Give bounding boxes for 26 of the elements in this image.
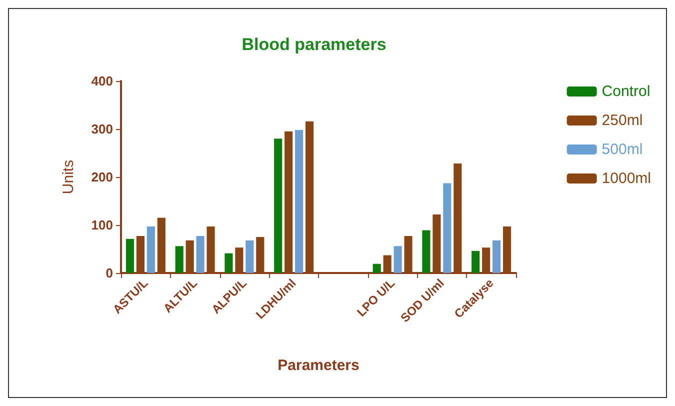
bar [422,230,430,273]
bar [224,253,233,273]
bar [196,236,204,273]
legend-label: 250ml [602,112,643,129]
y-axis-title: Units [60,160,77,194]
bar [472,250,480,273]
bar [492,240,501,273]
y-tick-label: 400 [91,74,113,88]
bar [274,138,282,273]
legend-label: 500ml [602,141,643,158]
bar [372,264,381,273]
bar [175,246,184,273]
bar [126,238,134,273]
y-tick-label: 200 [91,170,113,184]
legend-label: Control [602,83,650,100]
bar [443,183,452,273]
x-axis-title: Parameters [278,357,360,374]
legend-label: 1000ml [602,170,652,187]
y-tick-label: 100 [91,218,113,232]
bar [246,240,254,273]
y-tick-label: 0 [106,266,113,280]
bar [394,246,402,273]
y-tick-label: 300 [91,122,113,136]
bar [146,226,155,273]
chart-title: Blood parameters [242,35,386,54]
bar [295,130,304,273]
